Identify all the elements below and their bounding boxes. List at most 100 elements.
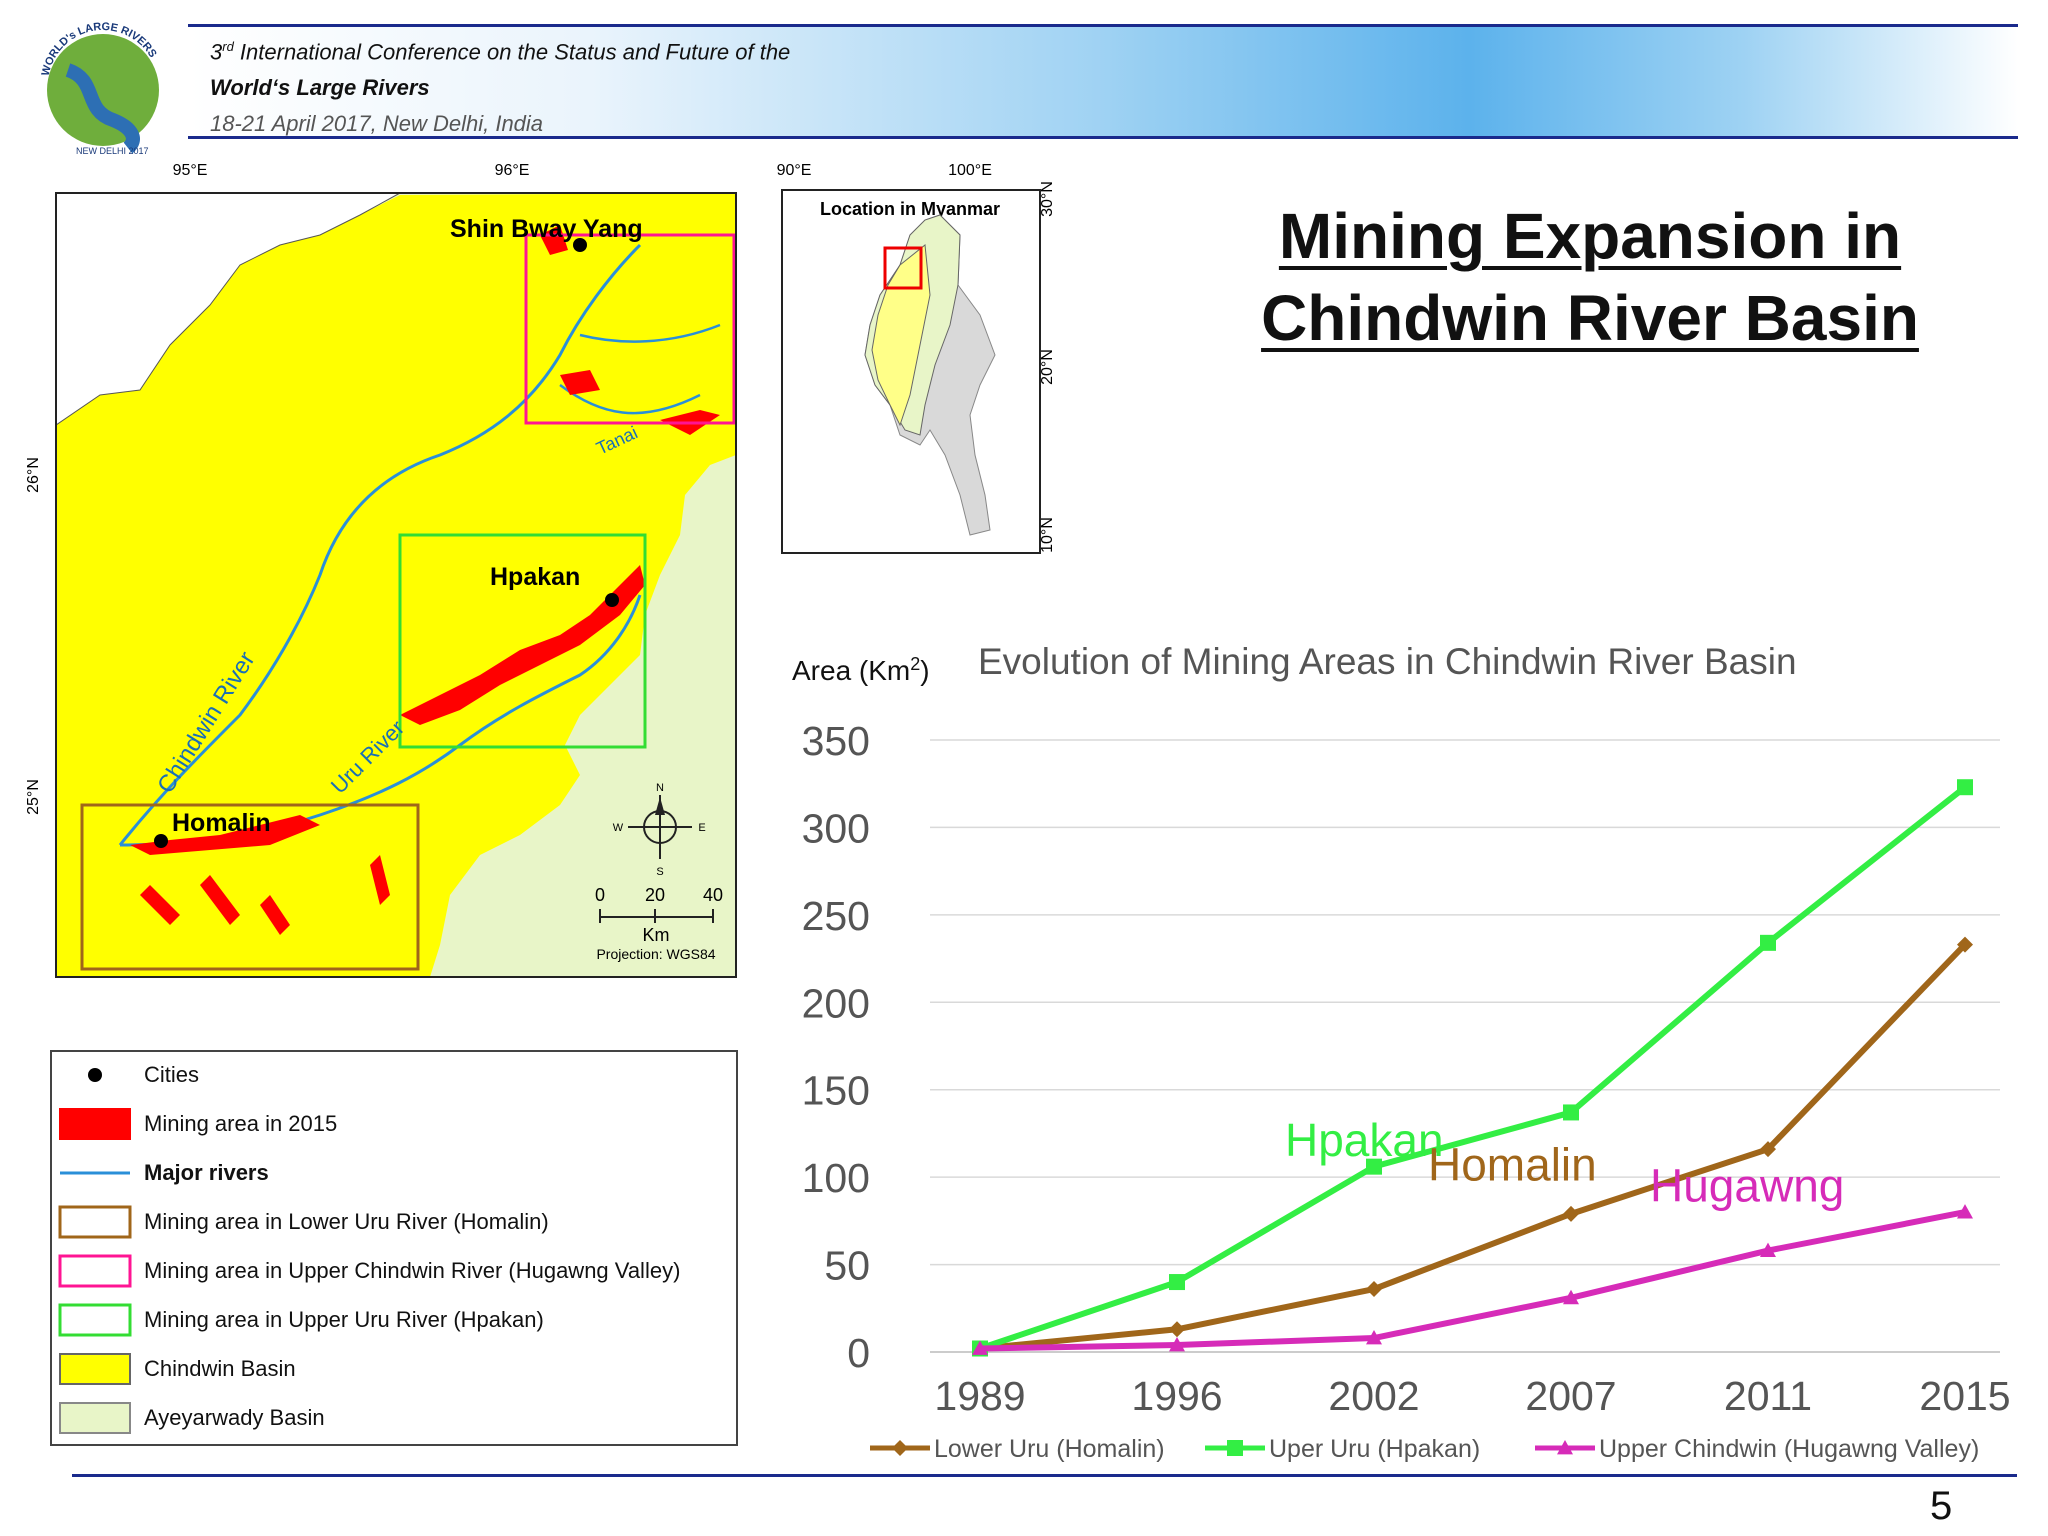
- y-tick-label: 200: [802, 980, 870, 1026]
- inset-map: 90°E 100°E 30°N 20°N 10°N Location in My…: [777, 162, 1056, 554]
- data-point: [1366, 1281, 1382, 1298]
- legend-label: Upper Chindwin (Hugawng Valley): [1599, 1435, 1979, 1463]
- y-tick-label: 50: [824, 1243, 870, 1289]
- x-tick-label: 2015: [1919, 1373, 2010, 1419]
- city-dot-icon: [88, 1068, 102, 1082]
- header-band: 3rd International Conference on the Stat…: [188, 24, 2018, 139]
- lon-label: 96°E: [495, 162, 530, 179]
- y-tick-label: 100: [802, 1155, 870, 1201]
- hugawng-box: [524, 233, 736, 425]
- legend-item: Ayeyarwady Basin: [52, 1395, 736, 1439]
- data-point: [1760, 1141, 1776, 1158]
- x-tick-label: 2011: [1724, 1373, 1812, 1419]
- conference-logo: WORLD's LARGE RIVERS NEW DELHI 2017: [40, 21, 159, 156]
- city-dot: [605, 593, 619, 607]
- chindwin-fill-icon: [59, 1353, 131, 1385]
- conference-name: World‘s Large Rivers: [210, 75, 430, 100]
- legend-label: Mining area in Upper Uru River (Hpakan): [144, 1307, 544, 1332]
- legend-label: Mining area in Upper Chindwin River (Hug…: [144, 1258, 681, 1283]
- scale-tick: 20: [645, 885, 665, 905]
- legend-label: Mining area in Lower Uru River (Homalin): [144, 1209, 549, 1234]
- series-annotation: Hpakan: [1285, 1114, 1444, 1166]
- scale-bar: 0 20 40 Km Projection: WGS84: [595, 885, 723, 962]
- inset-lat-label: 30°N: [1039, 181, 1056, 217]
- x-tick-label: 1989: [934, 1373, 1025, 1419]
- x-tick-label: 1996: [1131, 1373, 1222, 1419]
- data-point: [1169, 1321, 1185, 1338]
- scale-tick: 40: [703, 885, 723, 905]
- compass-n: N: [656, 782, 664, 794]
- city-label-hpakan: Hpakan: [490, 563, 580, 591]
- mining-area-line-chart: Area (Km2) Evolution of Mining Areas in …: [792, 641, 2011, 1463]
- river-line-icon: [60, 1171, 130, 1175]
- data-point: [1563, 1104, 1579, 1121]
- title-line-2: Chindwin River Basin: [1261, 282, 1919, 354]
- scale-tick: 0: [595, 885, 605, 905]
- legend-item: Mining area in Upper Uru River (Hpakan): [52, 1297, 736, 1341]
- city-label-shin-bway-yang: Shin Bway Yang: [450, 215, 643, 243]
- y-tick-label: 300: [802, 805, 870, 851]
- river-icon: [65, 63, 140, 154]
- legend-label: Cities: [144, 1062, 200, 1087]
- legend-item: Chindwin Basin: [52, 1346, 736, 1390]
- legend-label: Ayeyarwady Basin: [144, 1405, 325, 1430]
- data-point: [1169, 1337, 1185, 1352]
- data-point: [1957, 1204, 1973, 1219]
- x-tick-label: 2002: [1328, 1373, 1419, 1419]
- lat-label: 25°N: [25, 779, 42, 815]
- title-line-1: Mining Expansion in: [1278, 200, 1902, 272]
- legend-marker: [1227, 1440, 1243, 1456]
- legend-item: Mining area in 2015: [52, 1101, 736, 1145]
- data-point: [1169, 1274, 1185, 1291]
- data-point: [972, 1340, 988, 1355]
- tributary-line: [579, 323, 721, 343]
- legend-label: Major rivers: [144, 1160, 269, 1185]
- data-point: [1563, 1289, 1579, 1305]
- city-dot: [573, 238, 587, 252]
- y-tick-label: 0: [847, 1330, 870, 1376]
- hpakan-box-icon: [58, 1303, 132, 1337]
- city-dot: [154, 834, 168, 848]
- legend-marker: [892, 1440, 908, 1456]
- series-annotation: Homalin: [1428, 1139, 1597, 1191]
- legend-item: Cities: [52, 1052, 736, 1096]
- legend-label: Uper Uru (Hpakan): [1269, 1435, 1480, 1463]
- scale-unit: Km: [643, 925, 670, 945]
- ayeyarwady-fill-icon: [59, 1402, 131, 1434]
- legend-item: Major rivers: [52, 1150, 736, 1194]
- y-tick-label: 150: [802, 1068, 870, 1114]
- map-frame: [55, 192, 737, 978]
- hpakan-box: [398, 533, 647, 749]
- data-point: [1563, 1205, 1579, 1222]
- y-axis-label: Area (Km2): [792, 654, 930, 686]
- compass-e: E: [698, 822, 705, 834]
- data-point: [1760, 934, 1776, 951]
- data-point: [1957, 936, 1973, 953]
- series-line: [979, 942, 1968, 1352]
- inset-lon-label: 100°E: [948, 162, 992, 179]
- chindwin-basin-map: 95°E 96°E 26°N 25°N Shin Bway Yang Hpaka…: [25, 162, 1056, 978]
- series-annotation: Hugawng: [1650, 1160, 1844, 1212]
- homalin-box-icon: [58, 1205, 132, 1239]
- compass-icon: N S E W: [613, 782, 706, 878]
- footer-line: [72, 1474, 2017, 1477]
- legend-item: Mining area in Upper Chindwin River (Hug…: [52, 1248, 736, 1292]
- inset-focus-box: [883, 246, 923, 290]
- page-number: 5: [1930, 1484, 1953, 1528]
- x-tick-label: 2007: [1525, 1373, 1616, 1419]
- globe-icon: [47, 34, 159, 146]
- data-point: [1760, 1242, 1776, 1257]
- data-point: [1366, 1158, 1382, 1175]
- compass-s: S: [656, 866, 663, 878]
- series-line: [979, 1209, 1966, 1352]
- inset-lon-label: 90°E: [777, 162, 812, 179]
- projection-label: Projection: WGS84: [596, 946, 715, 962]
- lat-label: 26°N: [25, 457, 42, 493]
- inset-lat-label: 20°N: [1039, 349, 1056, 385]
- data-point: [1957, 779, 1973, 796]
- data-point: [1366, 1330, 1382, 1345]
- conference-line: 3rd International Conference on the Stat…: [210, 39, 791, 65]
- legend-label: Chindwin Basin: [144, 1356, 296, 1381]
- logo-bottom-text: NEW DELHI 2017: [76, 146, 149, 156]
- outside-area: [55, 192, 401, 426]
